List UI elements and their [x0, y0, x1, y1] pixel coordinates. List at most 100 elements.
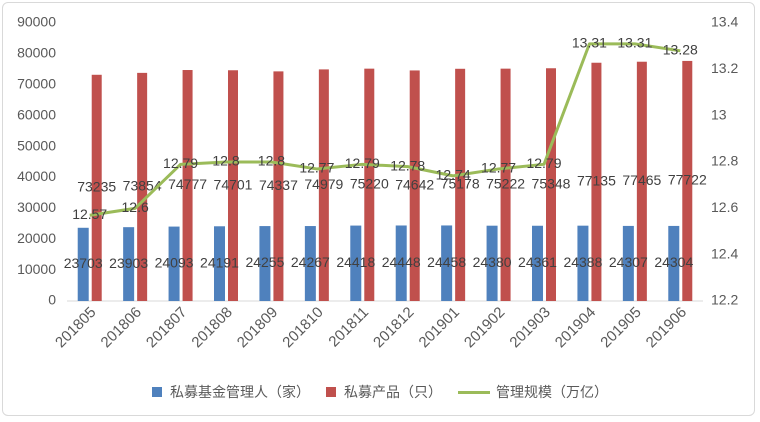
- data-label-managers: 24418: [336, 254, 375, 270]
- legend-item-scale: 管理规模（万亿）: [458, 382, 608, 402]
- data-label-managers: 24458: [427, 254, 466, 270]
- bar-managers: [668, 225, 680, 301]
- data-label-scale: 12.6: [122, 199, 149, 215]
- left-axis-tick-label: 40000: [17, 168, 56, 184]
- data-label-products: 74777: [168, 176, 207, 192]
- bar-products: [91, 74, 102, 302]
- x-axis-tick-label: 201904: [552, 304, 599, 351]
- legend-label-products: 私募产品（只）: [344, 384, 442, 400]
- x-axis-tick-label: 201906: [643, 304, 690, 351]
- data-label-products: 75220: [350, 176, 389, 192]
- bar-managers: [622, 225, 634, 301]
- x-axis-tick-label: 201811: [325, 304, 372, 351]
- left-axis-tick-label: 30000: [17, 199, 56, 215]
- data-label-products: 75178: [441, 176, 480, 192]
- data-label-scale: 12.78: [390, 157, 425, 173]
- combo-chart: 0 10000 20000 30000 40000 50000 60000 70000 8000…: [17, 14, 738, 352]
- data-label-products: 75222: [486, 176, 525, 192]
- data-label-products: 74979: [304, 176, 343, 192]
- left-axis-tick-label: 70000: [17, 75, 56, 91]
- right-axis-tick-label: 12.8: [711, 153, 738, 169]
- right-axis-tick-label: 12.2: [711, 292, 738, 308]
- bar-managers: [304, 226, 316, 301]
- data-label-managers: 23903: [109, 255, 148, 271]
- bar-products: [273, 71, 284, 302]
- data-label-products: 73854: [123, 178, 162, 194]
- right-axis-tick-label: 13.4: [711, 14, 738, 30]
- data-label-scale: 12.79: [526, 155, 561, 171]
- data-label-products: 75348: [532, 175, 571, 191]
- x-axis-tick-label: 201806: [98, 304, 145, 351]
- bar-managers: [123, 227, 135, 301]
- bar-managers: [577, 225, 589, 301]
- series-scale-data-labels: 12.57 12.6 12.79 12.8 12.8 12.77 12.79 12.78 12.…: [72, 35, 698, 222]
- right-axis-tick-label: 13.2: [711, 60, 738, 76]
- legend-label-scale: 管理规模（万亿）: [496, 384, 608, 400]
- left-axis-tick-label: 80000: [17, 45, 56, 61]
- right-axis-tick-label: 12.6: [711, 199, 738, 215]
- legend-swatch-scale: [458, 390, 490, 394]
- data-label-scale: 12.77: [299, 160, 334, 176]
- series-managers-bars: [77, 225, 680, 301]
- series-managers-data-labels: 23703 23903 24093 24191 24255 24267 24418 24448…: [64, 254, 694, 271]
- data-label-managers: 24093: [155, 254, 194, 270]
- x-axis-tick-label: 201807: [143, 304, 190, 351]
- left-axis-tick-label: 20000: [17, 230, 56, 246]
- bar-managers: [168, 226, 180, 301]
- left-axis-tick-label: 0: [48, 292, 56, 308]
- series-scale-line: [89, 42, 681, 217]
- bar-managers: [486, 225, 498, 301]
- x-axis-tick-label: 201810: [279, 304, 326, 351]
- data-label-scale: 12.8: [258, 153, 285, 169]
- bar-managers: [77, 227, 89, 301]
- data-label-managers: 24388: [563, 254, 602, 270]
- data-label-products: 74701: [214, 176, 253, 192]
- left-axis-tick-label: 90000: [17, 14, 56, 30]
- x-axis-tick-label: 201905: [597, 304, 644, 351]
- right-axis-tick-label: 13: [711, 106, 727, 122]
- data-label-scale: 13.28: [663, 42, 698, 58]
- x-axis-tick-label: 201901: [416, 304, 463, 351]
- x-axis-labels: 2018052018062018072018082018092018102018…: [52, 304, 690, 351]
- left-axis: 0 10000 20000 30000 40000 50000 60000 70000 8000…: [17, 14, 56, 308]
- data-label-products: 77722: [668, 172, 707, 188]
- data-label-managers: 24267: [291, 254, 330, 270]
- data-label-scale: 13.31: [617, 35, 652, 51]
- bar-managers: [441, 225, 453, 301]
- right-axis: 12.2 12.4 12.6 12.8 13 13.2 13.4: [711, 14, 738, 308]
- data-label-scale: 12.74: [436, 167, 471, 183]
- bar-products: [636, 61, 647, 301]
- right-axis-tick-label: 12.4: [711, 245, 738, 261]
- data-label-scale: 12.79: [163, 155, 198, 171]
- bar-products: [546, 68, 556, 302]
- series-products-bars: [91, 60, 693, 302]
- bar-products: [182, 70, 193, 301]
- data-label-managers: 24380: [473, 254, 512, 270]
- legend: 私募基金管理人（家） 私募产品（只） 管理规模（万亿）: [0, 381, 760, 403]
- bar-products: [318, 69, 329, 302]
- x-axis-tick-label: 201903: [506, 304, 553, 351]
- data-label-managers: 23703: [64, 255, 103, 271]
- data-label-managers: 24191: [200, 254, 239, 270]
- data-label-managers: 24448: [382, 254, 421, 270]
- data-label-scale: 13.31: [572, 35, 607, 51]
- legend-swatch-products: [326, 387, 336, 397]
- data-label-products: 77465: [622, 172, 661, 188]
- bar-products: [455, 68, 466, 301]
- left-axis-tick-label: 50000: [17, 137, 56, 153]
- bar-products: [682, 60, 693, 301]
- bar-products: [364, 68, 375, 301]
- bar-products: [500, 68, 511, 301]
- data-label-products: 73235: [77, 179, 116, 195]
- x-axis-tick-label: 201805: [52, 304, 99, 351]
- data-label-products: 74642: [395, 176, 434, 192]
- data-label-managers: 24255: [245, 254, 284, 270]
- data-label-scale: 12.79: [345, 155, 380, 171]
- bar-managers: [214, 226, 225, 301]
- data-label-products: 74337: [259, 177, 298, 193]
- data-label-managers: 24304: [654, 254, 693, 270]
- x-axis-tick-label: 201902: [461, 304, 508, 351]
- bar-products: [228, 70, 238, 301]
- series-products-data-labels: 73235 73854 74777 74701 74337 74979 75220 74642…: [77, 172, 707, 195]
- data-label-scale: 12.57: [72, 206, 107, 222]
